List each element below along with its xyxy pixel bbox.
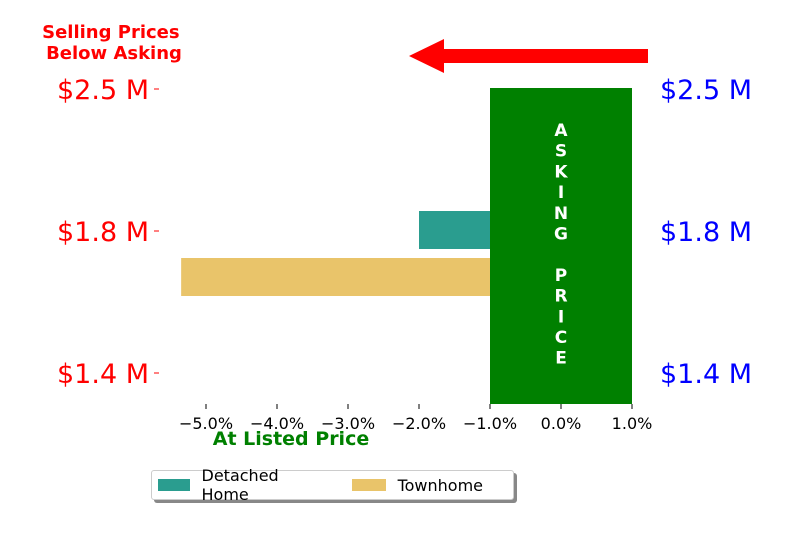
left-y-tick-label-2: $1.4 M	[57, 359, 149, 390]
legend-entry-detached-home: Detached Home	[158, 466, 322, 504]
x-tick-label-3: −2.0%	[392, 414, 446, 433]
chart-headline: Selling Prices Below Asking	[42, 22, 186, 64]
legend-label-townhome: Townhome	[397, 475, 483, 495]
legend: Detached Home Townhome	[151, 466, 514, 504]
x-tick-label-6: 1.0%	[612, 414, 653, 433]
bar-townhome	[181, 258, 490, 296]
left-y-ticks: $2.5 M $1.8 M $1.4 M	[57, 75, 159, 390]
chart-headline-line-1: Selling Prices	[42, 22, 179, 43]
x-tick-label-5: 0.0%	[541, 414, 582, 433]
bar-detached-home	[419, 211, 490, 249]
right-y-ticks: $2.5 M $1.8 M $1.4 M	[660, 75, 752, 390]
left-y-tick-label-0: $2.5 M	[57, 75, 149, 106]
x-tick-label-2: −3.0%	[321, 414, 375, 433]
left-y-tick-label-1: $1.8 M	[57, 217, 149, 248]
x-axis-label: At Listed Price	[213, 428, 369, 450]
left-arrow-icon	[409, 39, 648, 73]
x-tick-label-4: −1.0%	[463, 414, 517, 433]
legend-label-detached-home: Detached Home	[201, 466, 279, 504]
x-axis-ticks: −5.0% −4.0% −3.0% −2.0% −1.0% 0.0% 1.0%	[179, 404, 652, 433]
x-tick-label-1: −4.0%	[250, 414, 304, 433]
right-y-tick-label-1: $1.8 M	[660, 217, 752, 248]
asking-price-band	[490, 88, 632, 404]
legend-swatch-townhome	[351, 479, 386, 491]
legend-swatch-detached-home	[158, 479, 190, 491]
x-tick-label-0: −5.0%	[179, 414, 233, 433]
chart-headline-line-2: Below Asking	[46, 43, 182, 64]
right-y-tick-label-2: $1.4 M	[660, 359, 752, 390]
legend-entry-townhome: Townhome	[351, 475, 483, 495]
right-y-tick-label-0: $2.5 M	[660, 75, 752, 106]
